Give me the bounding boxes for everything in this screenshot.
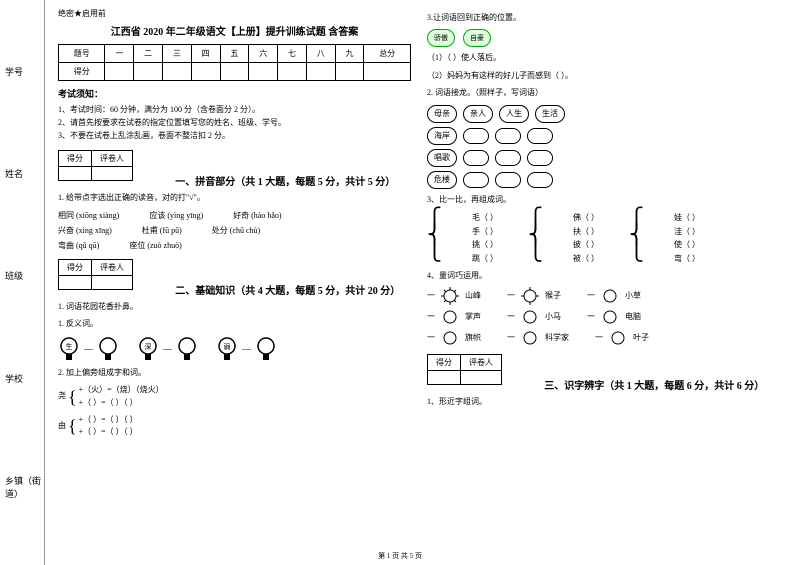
bulb-icon: 弱 (216, 336, 238, 362)
section1-title: 一、拼音部分（共 1 大题，每题 5 分，共计 5 分） (175, 177, 395, 188)
q3: 3、比一比，再组成词。 (427, 193, 780, 207)
q2-4: 2. 词语接龙。（照样子，写词语） (427, 86, 780, 100)
gear-icon (521, 308, 539, 326)
word-circles: 骄傲 自豪 (427, 29, 780, 47)
gear-icon (609, 329, 627, 347)
left-column: 绝密★启用前 江西省 2020 年二年级语文【上册】提升训练试题 含答案 题号一… (50, 8, 419, 443)
bulb-icon (176, 336, 198, 362)
q4: 4、量词巧运用。 (427, 269, 780, 283)
q1-text: 1. 给带点字选出正确的读音，对的打"√"。 (58, 191, 411, 205)
score-table: 题号一二三四五六七八九总分 得分 (58, 44, 411, 81)
gear-icon (601, 308, 619, 326)
green-circle: 自豪 (463, 29, 491, 47)
margin-label: 学号 (5, 65, 44, 78)
gear-row: 一山峰 一猴子 一小草 (427, 287, 780, 305)
q2-2: 2. 加上偏旁组成字和词。 (58, 366, 411, 380)
margin-label: 乡镇（街道） (5, 474, 44, 500)
secrecy-label: 绝密★启用前 (58, 8, 411, 19)
grader-table: 得分评卷人 (427, 354, 502, 385)
notes-title: 考试须知： (58, 87, 411, 100)
gear-icon (441, 287, 459, 305)
right-column: 3.让词语回到正确的位置。 骄傲 自豪 （1）（ ）使人落后。 （2）妈妈为有这… (419, 8, 788, 443)
margin-label: 学校 (5, 372, 44, 385)
oval-chain: 母亲亲人人生生活 (427, 105, 780, 123)
notes: 1、考试时间：60 分钟，满分为 100 分（含卷面分 2 分）。 2、请首先按… (58, 104, 411, 142)
bulb-icon: 深 (137, 336, 159, 362)
grader-table: 得分评卷人 (58, 259, 133, 290)
margin-label: 姓名 (5, 167, 44, 180)
section2-title: 二、基础知识（共 4 大题，每题 5 分，共计 20 分） (175, 286, 400, 297)
bulb-icon (255, 336, 277, 362)
bulb-icon: 生 (58, 336, 80, 362)
grader-table: 得分评卷人 (58, 150, 133, 181)
bracket-group: 由 { +（ ）=（ ）（ ） +（ ）=（ ）（ ） (58, 414, 411, 440)
q2-1: 1. 词语花园花香扑鼻。 (58, 300, 411, 314)
svg-text:生: 生 (66, 342, 73, 351)
green-circle: 骄傲 (427, 29, 455, 47)
bulb-icon (97, 336, 119, 362)
bracket-group: 尧 { +（火）=（烧）（烧火） +（ ）=（ ）（ ） (58, 384, 411, 410)
page-number: 第 1 页 共 5 页 (378, 551, 422, 561)
margin-label: 班级 (5, 269, 44, 282)
q2-3: 3.让词语回到正确的位置。 (427, 11, 780, 25)
gear-icon (521, 287, 539, 305)
gear-icon (601, 287, 619, 305)
exam-title: 江西省 2020 年二年级语文【上册】提升训练试题 含答案 (58, 23, 411, 38)
match-columns: ⎧⎨⎩ 毛（ ）手（ ）挑（ ）跳（ ） ⎧⎨⎩ 佛（ ）扶（ ）披（ ）被（ … (427, 211, 780, 265)
bulb-row: 生 — 深 — 弱 — (58, 336, 411, 362)
gear-icon (521, 329, 539, 347)
svg-text:深: 深 (145, 342, 152, 351)
q3-1: 1、形近字组词。 (427, 395, 780, 409)
gear-icon (441, 329, 459, 347)
q2-1-sub: 1. 反义词。 (58, 317, 411, 331)
pinyin-row: 相同 (xiōng xiàng) 应该 (yìng yīng) 好奇 (hào … (58, 210, 411, 221)
section3-title: 三、识字辨字（共 1 大题，每题 6 分，共计 6 分） (544, 381, 764, 392)
svg-text:弱: 弱 (224, 343, 231, 351)
gear-icon (441, 308, 459, 326)
